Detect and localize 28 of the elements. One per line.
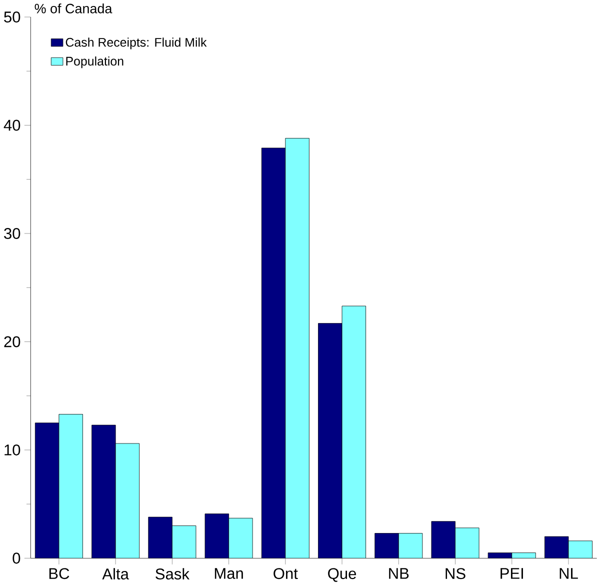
bar	[35, 422, 59, 558]
y-tick-label: 10	[4, 444, 20, 456]
x-tick-label: NB	[389, 568, 409, 579]
bar	[318, 323, 342, 558]
x-tick-label: BC	[49, 568, 70, 579]
y-axis-title: % of Canada	[34, 3, 112, 14]
bar	[374, 533, 399, 558]
legend-label: Cash Receipts: Fluid Milk	[66, 37, 207, 50]
x-tick-label: Alta	[102, 568, 129, 580]
bar	[148, 516, 172, 558]
bar	[92, 424, 116, 558]
x-tick-label: Ont	[274, 568, 298, 579]
bar	[205, 514, 229, 558]
x-tick-label: PEI	[500, 568, 523, 579]
x-tick-label: Man	[214, 568, 243, 579]
legend-label: Population	[66, 56, 124, 68]
x-tick-label: Sask	[156, 568, 190, 580]
bar	[431, 521, 456, 558]
y-tick-label: 50	[4, 11, 20, 22]
bar	[262, 148, 286, 558]
bar	[544, 536, 569, 558]
y-tick-label: 20	[4, 336, 20, 348]
y-tick-label: 0	[12, 552, 20, 564]
x-tick-label: Que	[328, 568, 356, 582]
y-tick-label: 30	[4, 228, 20, 239]
x-tick-label: NS	[446, 568, 466, 579]
y-tick-label: 40	[4, 120, 20, 131]
x-tick-label: NL	[560, 568, 578, 579]
